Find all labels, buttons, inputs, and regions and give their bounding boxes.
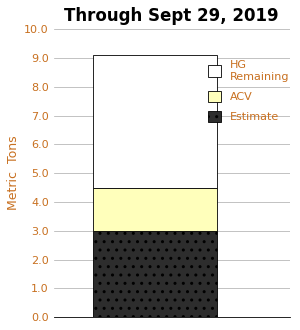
- Bar: [93, 231, 217, 317]
- Title: Through Sept 29, 2019: Through Sept 29, 2019: [64, 7, 279, 25]
- Bar: [93, 55, 217, 187]
- Y-axis label: Metric  Tons: Metric Tons: [7, 136, 20, 211]
- Bar: [93, 187, 217, 231]
- Legend: HG
Remaining, ACV, Estimate: HG Remaining, ACV, Estimate: [206, 58, 292, 124]
